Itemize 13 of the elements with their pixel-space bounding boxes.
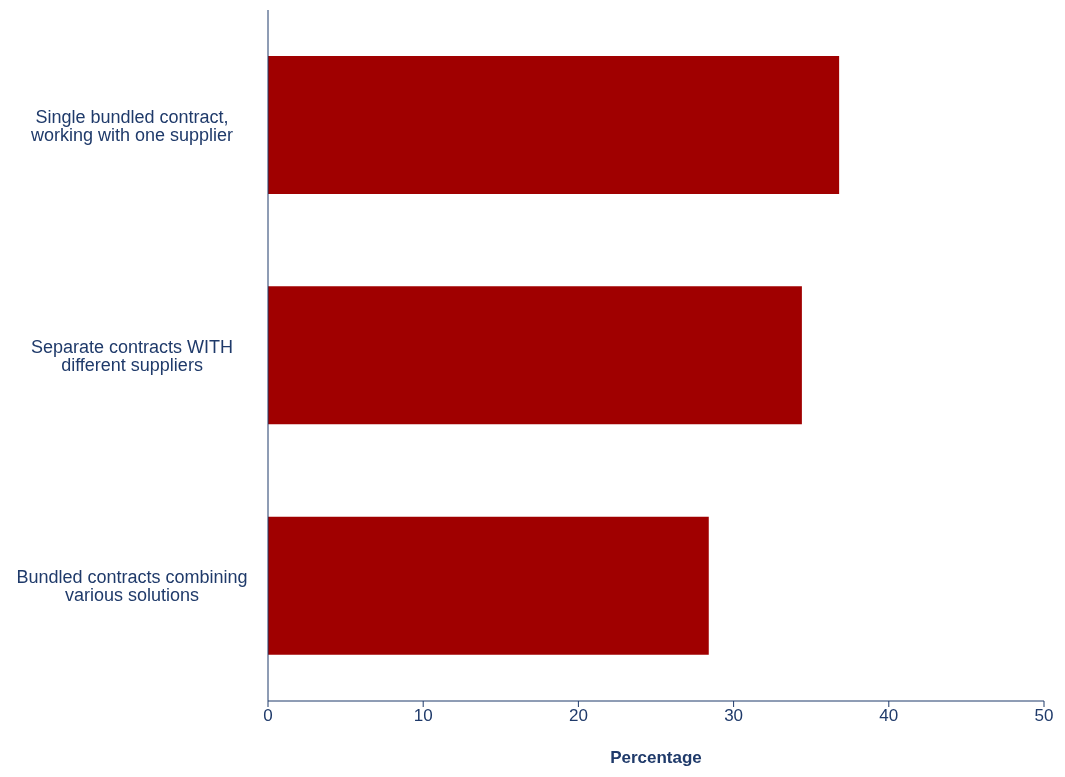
x-tick-label: 50 [1034, 706, 1054, 726]
x-tick-label: 10 [413, 706, 433, 726]
bar [268, 56, 840, 194]
bar [268, 516, 709, 655]
bar [268, 286, 802, 425]
x-tick-label: 20 [568, 706, 588, 726]
x-tick-label: 30 [724, 706, 744, 726]
x-tick-label: 40 [879, 706, 899, 726]
y-tick-label: Bundled contracts combining various solutions [16, 567, 248, 606]
x-axis-title: Percentage [610, 748, 702, 767]
x-tick-label: 0 [263, 706, 273, 726]
y-tick-label: Separate contracts WITH different suppliers [30, 336, 234, 375]
y-tick-label: Single bundled contract, working with one supplier [29, 106, 234, 145]
